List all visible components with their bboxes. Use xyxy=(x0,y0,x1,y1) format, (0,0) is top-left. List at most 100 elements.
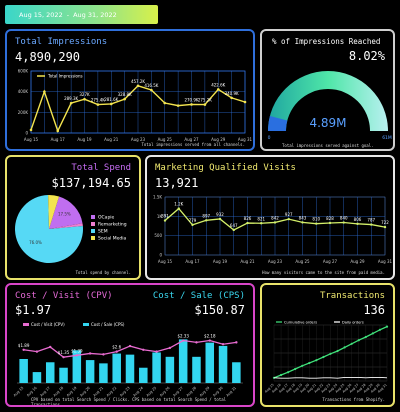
impressions-point xyxy=(43,90,46,93)
tx-cumulative-point xyxy=(336,349,339,353)
cps-bar xyxy=(192,356,201,383)
impressions-point xyxy=(83,97,86,101)
cpv-caption: CPV based on total Search Spend / Clicks… xyxy=(31,397,227,407)
mqv-data-label: 821 xyxy=(257,216,265,221)
mqv-value: 13,921 xyxy=(155,176,199,190)
mqv-data-label: 840 xyxy=(340,216,348,221)
mqv-data-label: 787 xyxy=(367,218,375,223)
impressions-value: 4,890,290 xyxy=(15,50,81,64)
pct-reached-card: % of Impressions Reached 8.02% 4.89M 0 61M… xyxy=(260,29,395,151)
tx-x-tick: Aug 25 xyxy=(335,383,346,394)
mqv-y-tick: 1K xyxy=(157,214,163,219)
cps-bar xyxy=(99,363,108,383)
impressions-point xyxy=(203,103,207,106)
impressions-point xyxy=(109,102,113,106)
mqv-point xyxy=(356,222,359,226)
mqv-data-label: 826 xyxy=(244,216,252,221)
tx-cumulative-point xyxy=(322,355,325,359)
impressions-data-label: 275.2K xyxy=(198,98,212,103)
mqv-x-tick: Aug 27 xyxy=(323,259,338,264)
mqv-card: Marketing Qualified Visits 13,921 0 500 1K… xyxy=(145,155,395,280)
pie-slice xyxy=(49,223,83,229)
tx-cumulative-point xyxy=(329,352,332,355)
impressions-point xyxy=(230,96,233,100)
impressions-x-tick: Aug 31 xyxy=(238,137,253,142)
impressions-y-tick: 0 xyxy=(25,131,28,136)
mqv-point xyxy=(301,221,304,224)
mqv-chart: 0 500 1K 1.5K Aug 15 Aug 17 Aug 19 Aug 21 Aug 23… xyxy=(153,195,393,265)
spend-title: Total Spend xyxy=(71,163,131,173)
mqv-caption: How many visitors came to the site from … xyxy=(262,270,385,275)
mqv-point xyxy=(370,223,373,226)
impressions-caption: Total impressions served from all channe… xyxy=(141,142,245,147)
mqv-data-label: 932 xyxy=(216,212,224,217)
cpv-x-tick: Aug 21 xyxy=(93,386,105,397)
cpv-x-tick: Aug 20 xyxy=(79,386,91,397)
tx-cumulative-point xyxy=(357,339,360,342)
cpv-point xyxy=(128,344,132,348)
cpv-x-tick: Aug 16 xyxy=(26,386,38,397)
cpv-x-tick: Aug 25 xyxy=(146,386,158,397)
impressions-title: Total Impressions xyxy=(15,37,108,47)
mqv-y-tick: 0 xyxy=(159,253,162,258)
date-range-picker[interactable]: Aug 15, 2022 - Aug 31, 2022 xyxy=(5,5,158,24)
cpv-data-label: $2.33 xyxy=(177,334,189,339)
tx-x-tick: Aug 31 xyxy=(377,383,388,394)
cpv-x-tick: Aug 24 xyxy=(132,385,144,397)
tx-daily-line xyxy=(273,376,388,379)
cpv-data-label: $1.39 xyxy=(71,348,83,353)
cps-legend-label: Cost / Sale (CPS) xyxy=(91,322,125,327)
impressions-x-tick: Aug 29 xyxy=(211,137,226,142)
impressions-x-tick: Aug 25 xyxy=(158,137,173,142)
mqv-x-tick: Aug 15 xyxy=(158,259,173,264)
tx-x-tick: Aug 27 xyxy=(349,383,360,394)
impressions-y-tick: 400K xyxy=(18,89,29,94)
transactions-title: Transactions xyxy=(319,291,385,301)
transactions-card: Transactions 136 Aug 15 Aug 16 Aug 17 Aug 1… xyxy=(260,283,395,407)
impressions-data-label: 281.6K xyxy=(104,97,118,102)
cps-bar xyxy=(125,354,135,383)
cps-bar xyxy=(178,339,188,383)
cps-bar xyxy=(112,353,121,383)
impressions-data-label: 275.4K xyxy=(91,98,105,103)
impressions-x-tick: Aug 17 xyxy=(51,137,66,142)
pct-reached-title: % of Impressions Reached xyxy=(272,37,381,46)
date-range-sep: - xyxy=(66,10,70,19)
mqv-point xyxy=(287,217,290,221)
cpv-point xyxy=(75,354,79,357)
tx-x-tick: Aug 21 xyxy=(306,383,317,394)
cps-bar xyxy=(139,367,148,383)
tx-x-tick: Aug 22 xyxy=(313,383,324,394)
pie-legend-label: Social Media xyxy=(98,236,127,242)
impressions-point xyxy=(69,101,73,105)
pie-legend-label: SEM xyxy=(98,229,108,235)
mqv-data-label: 1.2K xyxy=(174,202,183,207)
mqv-x-tick: Aug 31 xyxy=(378,259,393,264)
impressions-x-tick: Aug 21 xyxy=(104,137,119,142)
tx-x-tick: Aug 30 xyxy=(370,383,381,394)
cps-title: Cost / Sale (CPS) xyxy=(152,291,245,301)
cps-bar xyxy=(32,372,42,383)
tx-x-tick: Aug 23 xyxy=(320,383,331,394)
cps-bar xyxy=(19,359,28,383)
mqv-data-label: 927 xyxy=(285,212,293,217)
cpv-data-label: $2.6 xyxy=(112,345,121,350)
mqv-x-tick: Aug 21 xyxy=(240,259,255,264)
impressions-point xyxy=(56,129,60,133)
tx-cumulative-point xyxy=(315,359,318,362)
mqv-title: Marketing Qualified Visits xyxy=(155,163,296,173)
mqv-point xyxy=(383,225,387,229)
cpv-x-tick: Aug 27 xyxy=(172,386,184,397)
date-range-end: Aug 31, 2022 xyxy=(73,10,117,19)
cps-bar xyxy=(85,360,95,383)
cpv-legend-swatch xyxy=(23,323,29,326)
cpv-point xyxy=(142,348,145,351)
cpv-legend-label: Cost / Visit (CPV) xyxy=(31,322,65,327)
cpv-point xyxy=(168,346,172,350)
cpv-point xyxy=(221,343,225,346)
cps-bar xyxy=(205,342,215,383)
mqv-x-tick: Aug 25 xyxy=(295,259,310,264)
